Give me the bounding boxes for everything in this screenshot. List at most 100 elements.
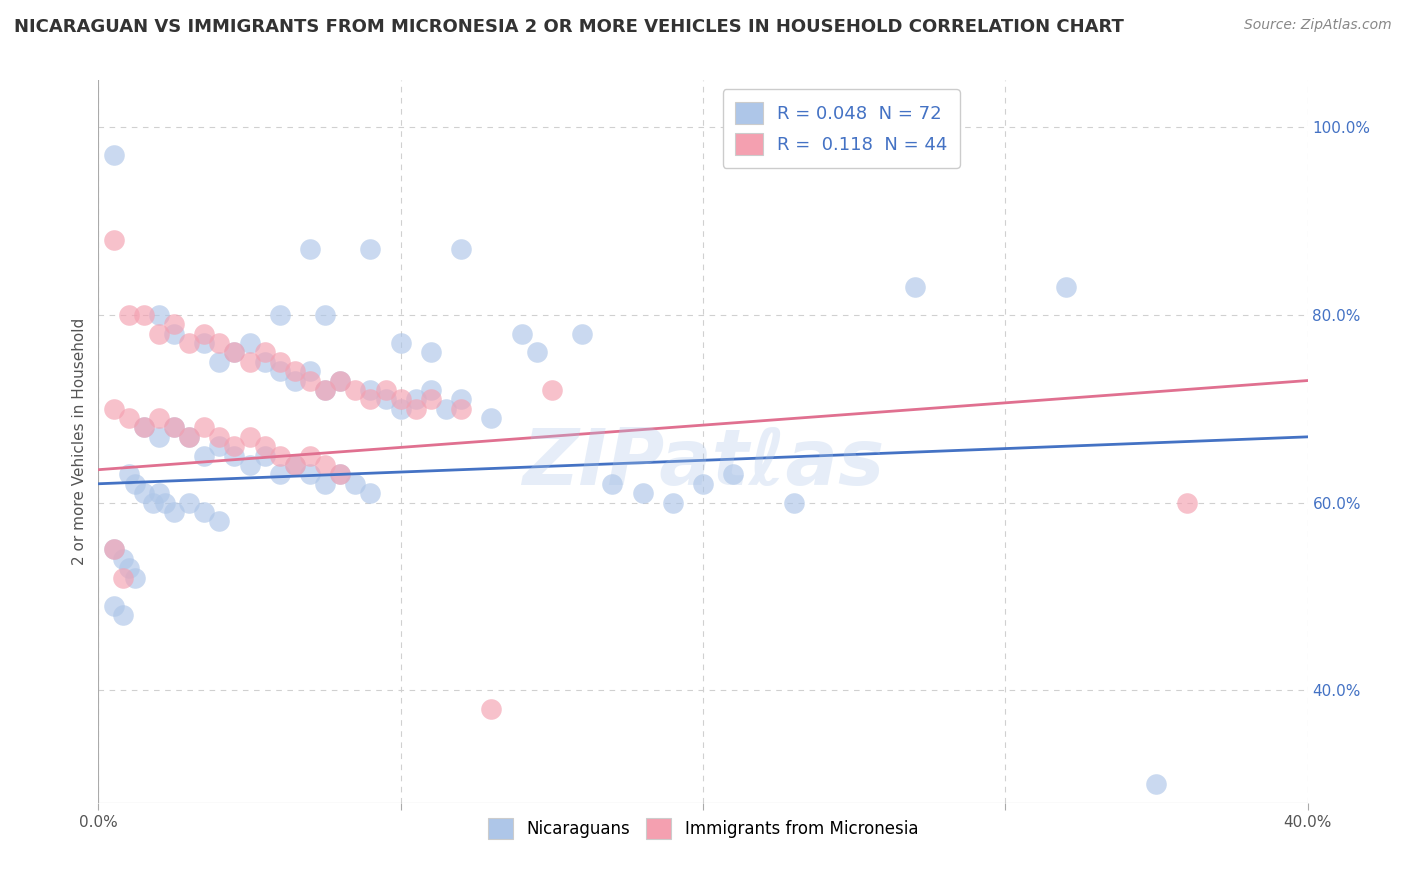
Point bbox=[405, 392, 427, 407]
Point bbox=[299, 242, 322, 256]
Point bbox=[148, 486, 170, 500]
Point bbox=[253, 449, 276, 463]
Point bbox=[163, 326, 186, 341]
Point bbox=[269, 355, 291, 369]
Point bbox=[299, 449, 322, 463]
Point bbox=[224, 345, 246, 359]
Point bbox=[253, 355, 276, 369]
Point bbox=[239, 355, 262, 369]
Point bbox=[124, 571, 146, 585]
Point bbox=[224, 449, 246, 463]
Point bbox=[360, 392, 382, 407]
Point bbox=[299, 374, 322, 388]
Point bbox=[329, 374, 352, 388]
Point bbox=[148, 326, 170, 341]
Point bbox=[1054, 279, 1077, 293]
Point bbox=[314, 383, 336, 397]
Point bbox=[314, 383, 336, 397]
Point bbox=[208, 430, 231, 444]
Point bbox=[661, 495, 683, 509]
Point bbox=[360, 242, 382, 256]
Point bbox=[118, 561, 141, 575]
Text: Source: ZipAtlas.com: Source: ZipAtlas.com bbox=[1244, 18, 1392, 32]
Point bbox=[111, 608, 134, 623]
Point bbox=[510, 326, 533, 341]
Point bbox=[284, 458, 307, 472]
Point bbox=[179, 430, 201, 444]
Point bbox=[1175, 495, 1198, 509]
Point bbox=[571, 326, 593, 341]
Point bbox=[193, 505, 215, 519]
Point bbox=[1144, 777, 1167, 791]
Point bbox=[224, 439, 246, 453]
Point bbox=[193, 449, 215, 463]
Point bbox=[253, 345, 276, 359]
Point bbox=[374, 392, 396, 407]
Point bbox=[148, 430, 170, 444]
Point bbox=[179, 495, 201, 509]
Point bbox=[450, 242, 472, 256]
Point bbox=[723, 467, 745, 482]
Point bbox=[208, 336, 231, 351]
Point bbox=[148, 411, 170, 425]
Point bbox=[602, 476, 624, 491]
Point bbox=[118, 467, 141, 482]
Point bbox=[540, 383, 562, 397]
Point bbox=[118, 411, 141, 425]
Point bbox=[153, 495, 176, 509]
Point bbox=[208, 439, 231, 453]
Point bbox=[904, 279, 927, 293]
Point bbox=[299, 364, 322, 378]
Point bbox=[389, 336, 412, 351]
Point bbox=[450, 392, 472, 407]
Point bbox=[420, 392, 443, 407]
Point bbox=[193, 326, 215, 341]
Point bbox=[193, 336, 215, 351]
Point bbox=[783, 495, 806, 509]
Point bbox=[420, 345, 443, 359]
Point bbox=[239, 458, 262, 472]
Point bbox=[329, 467, 352, 482]
Point bbox=[269, 467, 291, 482]
Point bbox=[314, 458, 336, 472]
Point bbox=[132, 420, 155, 434]
Point bbox=[111, 551, 134, 566]
Point bbox=[481, 702, 503, 716]
Point bbox=[142, 495, 165, 509]
Point bbox=[344, 476, 367, 491]
Point bbox=[103, 542, 125, 557]
Point bbox=[360, 383, 382, 397]
Point bbox=[208, 514, 231, 528]
Point bbox=[405, 401, 427, 416]
Point bbox=[389, 401, 412, 416]
Point bbox=[374, 383, 396, 397]
Point bbox=[103, 401, 125, 416]
Point bbox=[284, 364, 307, 378]
Text: ZIPatℓas: ZIPatℓas bbox=[522, 425, 884, 501]
Point bbox=[132, 486, 155, 500]
Point bbox=[103, 148, 125, 162]
Point bbox=[692, 476, 714, 491]
Point bbox=[420, 383, 443, 397]
Point bbox=[526, 345, 548, 359]
Point bbox=[132, 308, 155, 322]
Point bbox=[269, 449, 291, 463]
Point bbox=[329, 374, 352, 388]
Point bbox=[111, 571, 134, 585]
Point bbox=[299, 467, 322, 482]
Point bbox=[163, 420, 186, 434]
Point bbox=[329, 467, 352, 482]
Point bbox=[284, 374, 307, 388]
Legend: Nicaraguans, Immigrants from Micronesia: Nicaraguans, Immigrants from Micronesia bbox=[478, 808, 928, 848]
Point bbox=[118, 308, 141, 322]
Point bbox=[179, 430, 201, 444]
Point bbox=[253, 439, 276, 453]
Point bbox=[389, 392, 412, 407]
Point bbox=[434, 401, 457, 416]
Point bbox=[132, 420, 155, 434]
Point bbox=[163, 420, 186, 434]
Point bbox=[103, 599, 125, 613]
Point bbox=[124, 476, 146, 491]
Point bbox=[163, 318, 186, 332]
Point bbox=[103, 542, 125, 557]
